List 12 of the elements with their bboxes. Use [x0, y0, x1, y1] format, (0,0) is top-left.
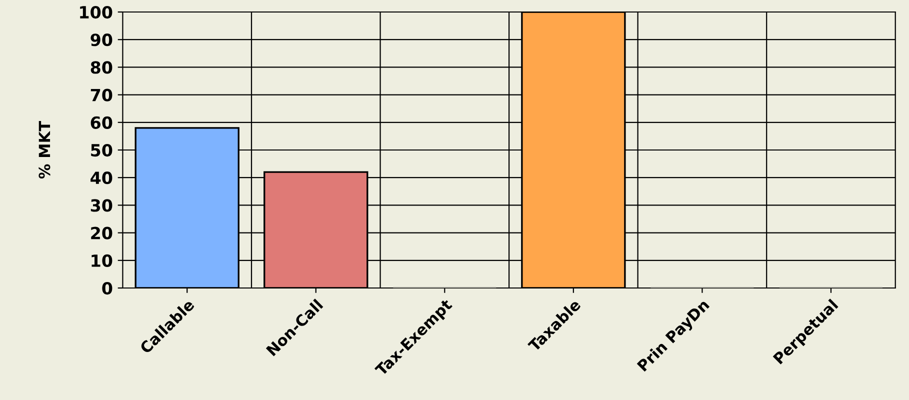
y-tick-label: 40 — [90, 172, 112, 184]
y-tick-label: 80 — [90, 61, 112, 74]
y-tick-label: 90 — [90, 34, 112, 46]
y-tick-label: 20 — [91, 226, 112, 240]
y-tick-label: 60 — [90, 116, 112, 129]
y-tick-label: 0 — [102, 282, 112, 295]
y-tick-label: 100 — [80, 6, 112, 19]
y-tick-label: 30 — [90, 199, 112, 212]
y-axis-title: % MKT — [38, 121, 50, 179]
y-tick-label: 50 — [91, 144, 112, 157]
y-tick-label: 70 — [90, 88, 112, 102]
y-tick-label: 10 — [92, 254, 112, 267]
